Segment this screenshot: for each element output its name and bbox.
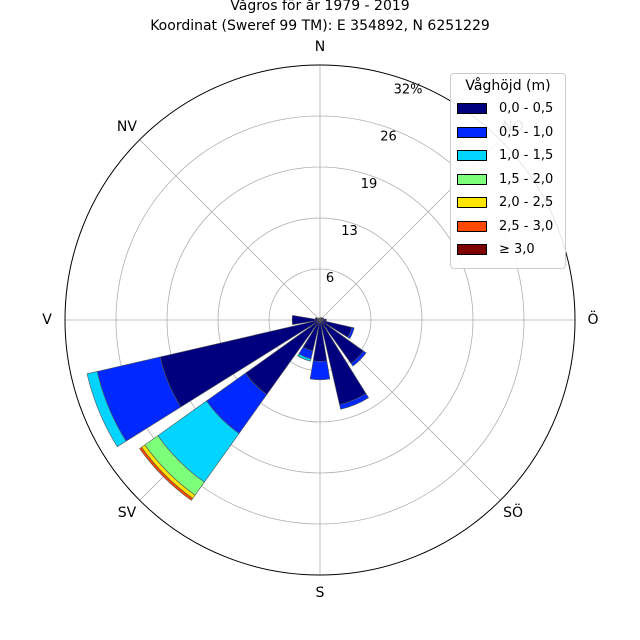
ring-label: 32% (394, 83, 423, 98)
legend-swatch (457, 173, 487, 185)
legend-swatch (457, 197, 487, 209)
legend-label: 2,5 - 3,0 (499, 218, 554, 234)
rose-bar-segment (350, 350, 367, 367)
legend-swatch (457, 126, 487, 138)
legend-item: 1,0 - 1,5 (457, 144, 559, 168)
rose-bar-segment (339, 393, 369, 410)
ring-label: 13 (341, 224, 358, 239)
direction-label-n: N (315, 39, 325, 55)
legend-label: 1,5 - 2,0 (499, 171, 554, 187)
rose-bar-segment (347, 326, 355, 339)
title-line-1: Vågros för år 1979 - 2019 (230, 0, 410, 14)
direction-label-sö: SÖ (503, 503, 523, 521)
legend-label: 0,0 - 0,5 (499, 101, 554, 117)
outer-circle (64, 64, 576, 576)
legend-swatch (457, 220, 487, 232)
legend-item: 0,0 - 0,5 (457, 97, 559, 121)
rose-bar-segment (297, 353, 312, 362)
rose-bar-segment (291, 315, 321, 325)
legend-swatch (457, 150, 487, 162)
legend-item: 2,5 - 3,0 (457, 215, 559, 239)
title-line-2: Koordinat (Sweref 99 TM): E 354892, N 62… (150, 18, 490, 34)
ring-label: 26 (380, 130, 397, 145)
legend-item: 2,0 - 2,5 (457, 191, 559, 215)
legend: Våghöjd (m) 0,0 - 0,5 0,5 - 1,0 1,0 - 1,5 1… (450, 73, 566, 269)
legend-swatch (457, 244, 487, 256)
rose-bar-segment (139, 446, 194, 501)
direction-label-s: S (316, 585, 325, 601)
legend-item: ≥ 3,0 (457, 238, 559, 262)
legend-label: 1,0 - 1,5 (499, 148, 554, 164)
direction-label-sv: SV (118, 505, 137, 521)
rose-bar-segment (309, 360, 331, 381)
legend-swatch (457, 103, 487, 115)
rose-bar-segment (318, 318, 321, 321)
legend-label: ≥ 3,0 (499, 242, 535, 258)
grid-spoke (139, 139, 321, 321)
rose-bar-segment (86, 371, 127, 448)
direction-label-nv: NV (117, 119, 137, 135)
legend-item: 1,5 - 2,0 (457, 168, 559, 192)
legend-label: 0,5 - 1,0 (499, 124, 554, 140)
direction-label-v: V (42, 312, 52, 328)
legend-items: 0,0 - 0,5 0,5 - 1,0 1,0 - 1,5 1,5 - 2,0 2,0 … (457, 97, 559, 262)
label-layer: NNOÖSÖSSVVNV613192632% (42, 39, 598, 601)
ring-label: 6 (326, 271, 334, 286)
legend-title: Våghöjd (m) (465, 78, 551, 94)
direction-label-ö: Ö (587, 310, 598, 328)
legend-item: 0,5 - 1,0 (457, 121, 559, 145)
ring-label: 19 (361, 177, 378, 192)
chart-title: Vågros för år 1979 - 2019 Koordinat (Swe… (0, 0, 640, 36)
legend-label: 2,0 - 2,5 (499, 195, 554, 211)
rose-bar-segment (319, 318, 327, 322)
frame-layer (64, 64, 576, 576)
bar-layer (86, 315, 369, 501)
